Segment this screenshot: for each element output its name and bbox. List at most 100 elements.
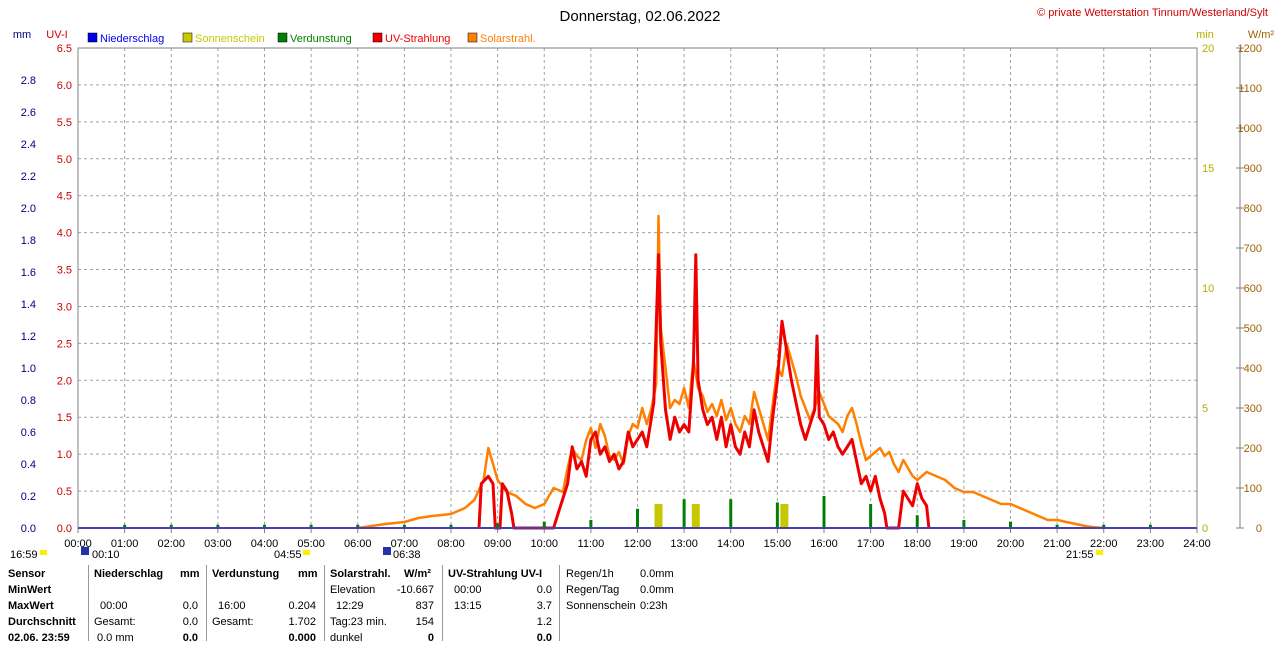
moon-right-label: 06:38 — [393, 549, 421, 561]
niederschlag-gesamt-label: Gesamt: — [94, 616, 136, 628]
uv-axis-unit: UV-I — [46, 29, 67, 41]
wm2-tick-label: 1100 — [1238, 83, 1262, 95]
x-tick-label: 13:00 — [670, 538, 698, 550]
verdunstung-bar — [1055, 524, 1059, 528]
x-tick-label: 05:00 — [297, 538, 325, 550]
wm2-tick-label: 200 — [1244, 443, 1262, 455]
verdunstung-bar — [962, 520, 966, 528]
legend-swatch — [277, 32, 288, 43]
min-tick-label: 20 — [1202, 43, 1214, 55]
uv-min-val: 0.0 — [536, 584, 552, 596]
solar-min-val: -10.667 — [396, 584, 434, 596]
wm2-tick-label: 600 — [1244, 283, 1262, 295]
row-label-avg: Durchschnitt — [8, 616, 76, 628]
x-tick-label: 10:00 — [530, 538, 558, 550]
solar-avg-label: Tag:23 min. — [330, 616, 387, 628]
wm2-tick-label: 1000 — [1238, 123, 1262, 135]
wm2-tick-label: 400 — [1244, 363, 1262, 375]
mm-axis: 0.0 0.2 0.4 0.6 0.8 1.0 1.2 1.4 1.6 1.8 2.0 2.2 2.4 2… — [21, 75, 36, 535]
x-tick-label: 08:00 — [437, 538, 465, 550]
verdunstung-bar — [449, 524, 453, 528]
niederschlag-gesamt-val: 0.0 — [182, 616, 198, 628]
x-tick-label: 14:00 — [717, 538, 745, 550]
verdunstung-header: Verdunstung — [212, 568, 280, 580]
mm-tick-label: 2.8 — [21, 75, 36, 87]
uv-tick-label: 1.0 — [57, 449, 72, 461]
moon-left-label: 00:10 — [92, 549, 120, 561]
uv-tick-label: 2.5 — [57, 338, 72, 350]
x-tick-label: 24:00 — [1183, 538, 1211, 550]
uv-tick-label: 1.5 — [57, 412, 72, 424]
min-tick-label: 15 — [1202, 163, 1214, 175]
wm2-tick-label: 500 — [1244, 323, 1262, 335]
verdunstung-bar — [869, 504, 873, 528]
wm2-tick-label: 100 — [1244, 483, 1262, 495]
verdunstung-bar — [169, 524, 173, 528]
uv-line — [477, 253, 931, 530]
verdunstung-bar — [1148, 524, 1152, 528]
solar-last-label: dunkel — [330, 632, 363, 644]
stats-divider — [559, 565, 560, 641]
solar-max-time: 12:29 — [336, 600, 364, 612]
verdunstung-bar — [1102, 524, 1106, 528]
wm2-tick-label: 1200 — [1238, 43, 1262, 55]
regen-tag-val: 0.0mm — [640, 584, 674, 596]
legend-swatch — [182, 32, 193, 43]
x-tick-label: 12:00 — [624, 538, 652, 550]
uv-tick-label: 3.0 — [57, 301, 72, 313]
verdunstung-bar — [263, 524, 266, 528]
uv-tick-label: 2.0 — [57, 375, 72, 387]
niederschlag-last-time: 0.0 mm — [97, 632, 134, 644]
niederschlag-unit: mm — [180, 568, 200, 580]
row-label-max: MaxWert — [8, 600, 54, 612]
uv-max-time: 13:15 — [454, 600, 482, 612]
x-tick-label: 09:00 — [484, 538, 512, 550]
verdunstung-bar — [542, 521, 546, 528]
regen-h-val: 0.0mm — [640, 568, 674, 580]
niederschlag-header: Niederschlag — [94, 568, 164, 580]
astro-markers: 16:59 00:10 04:55 06:38 21:55 — [10, 547, 1103, 561]
uv-tick-label: 6.0 — [57, 80, 72, 92]
mm-axis-unit: mm — [13, 29, 31, 41]
row-label-min: MinWert — [8, 584, 52, 596]
solar-avg-val: 154 — [415, 616, 434, 628]
uv-tick-label: 0.5 — [57, 486, 72, 498]
niederschlag-last-val: 0.0 — [182, 632, 198, 644]
uv-tick-label: 3.5 — [57, 265, 72, 277]
x-tick-label: 02:00 — [157, 538, 185, 550]
mm-tick-label: 2.0 — [21, 203, 36, 215]
mm-tick-label: 2.2 — [21, 171, 36, 183]
legend-swatch — [87, 32, 98, 43]
wm2-tick-label: 300 — [1244, 403, 1262, 415]
mm-tick-label: 0.8 — [21, 395, 36, 407]
credit-text: © private Wetterstation Tinnum/Westerlan… — [1037, 7, 1268, 19]
verdunstung-gesamt-val: 1.702 — [288, 616, 316, 628]
sunrise-icon — [303, 550, 310, 555]
mm-tick-label: 2.4 — [21, 139, 36, 151]
verdunstung-bar — [402, 524, 406, 528]
legend-label: Niederschlag — [100, 33, 164, 45]
verdunstung-last-val: 0.000 — [288, 632, 316, 644]
mm-tick-label: 2.6 — [21, 107, 36, 119]
x-tick-label: 23:00 — [1137, 538, 1165, 550]
wm2-tick-label: 0 — [1256, 523, 1262, 535]
legend-label: Verdunstung — [290, 33, 352, 45]
verdunstung-bar — [729, 499, 733, 528]
mm-tick-label: 1.8 — [21, 235, 36, 247]
niederschlag-max-time: 00:00 — [100, 600, 128, 612]
verdunstung-bar — [682, 499, 686, 528]
verdunstung-bar — [216, 524, 220, 528]
wm2-axis: 0 100 200 300 400 500 600 700 800 900 1000 1100 1200 — [1236, 43, 1262, 535]
wm2-tick-label: 900 — [1244, 163, 1262, 175]
min-axis: 0 5 10 15 20 — [1202, 43, 1214, 535]
regen-tag-label: Regen/Tag — [566, 584, 620, 596]
verdunstung-bar — [915, 515, 919, 528]
sonnenschein-bar — [780, 504, 789, 528]
sonnenschein-label: Sonnenschein — [566, 600, 636, 612]
moon-left-icon — [81, 547, 89, 555]
uv-tick-label: 4.5 — [57, 191, 72, 203]
stats-divider — [442, 565, 443, 641]
verdunstung-bar — [356, 524, 360, 528]
solar-header: Solarstrahl. — [330, 568, 391, 580]
mm-tick-label: 1.0 — [21, 363, 36, 375]
